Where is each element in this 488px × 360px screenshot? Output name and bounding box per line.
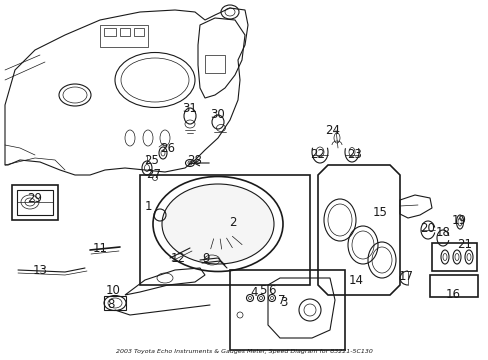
Text: 15: 15 (372, 206, 386, 219)
Bar (104, 296, 126, 310)
Bar (104, 28, 116, 36)
Text: 27: 27 (146, 167, 161, 180)
Bar (431, 243, 476, 271)
Text: 9: 9 (202, 252, 209, 265)
Text: 31: 31 (182, 102, 197, 114)
Text: 6: 6 (268, 284, 275, 297)
Text: 1: 1 (144, 201, 151, 213)
Text: 2003 Toyota Echo Instruments & Gauges Meter, Speed Diagram for 83221-5C130: 2003 Toyota Echo Instruments & Gauges Me… (116, 350, 372, 355)
Bar (100, 25, 148, 47)
Text: 10: 10 (105, 284, 120, 297)
Text: 21: 21 (457, 238, 471, 252)
Text: 18: 18 (435, 225, 449, 238)
Bar (134, 28, 143, 36)
Text: 20: 20 (420, 221, 434, 234)
Text: 25: 25 (144, 154, 159, 167)
Text: 4: 4 (250, 287, 257, 300)
Bar (140, 175, 309, 285)
Text: 3: 3 (280, 297, 287, 310)
Text: 11: 11 (92, 242, 107, 255)
Bar (12, 185, 58, 220)
Text: 7: 7 (278, 293, 285, 306)
Ellipse shape (162, 184, 273, 264)
Text: 16: 16 (445, 288, 460, 302)
Text: 22: 22 (310, 148, 325, 162)
Bar (120, 28, 130, 36)
Text: 19: 19 (450, 213, 466, 226)
Text: 13: 13 (33, 264, 47, 276)
Text: 17: 17 (398, 270, 413, 284)
Text: 8: 8 (107, 298, 115, 311)
Text: 29: 29 (27, 193, 42, 206)
Text: 30: 30 (210, 108, 225, 122)
Text: 12: 12 (170, 252, 185, 265)
Text: 23: 23 (347, 148, 362, 162)
Text: 28: 28 (187, 154, 202, 167)
Text: 5: 5 (259, 284, 266, 297)
Bar (17, 190, 53, 215)
Text: 2: 2 (229, 216, 236, 230)
Bar (229, 270, 345, 350)
Text: 26: 26 (160, 141, 175, 154)
Bar (204, 55, 224, 73)
Text: 24: 24 (325, 123, 340, 136)
Text: 14: 14 (348, 274, 363, 288)
Bar (429, 275, 477, 297)
